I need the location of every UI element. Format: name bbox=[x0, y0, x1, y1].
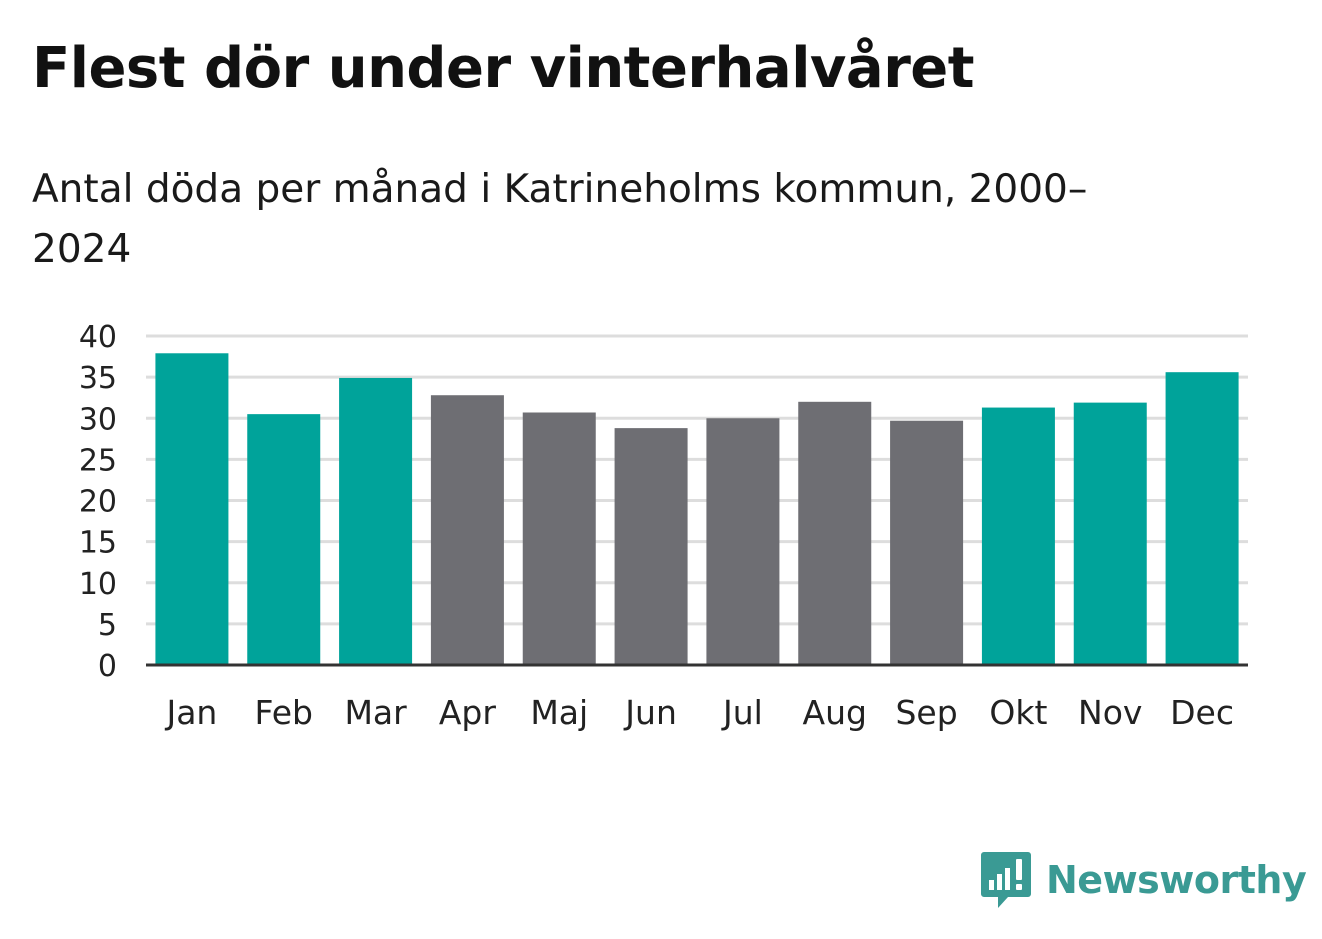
x-axis-labels: Jan Feb Mar Apr Maj Jun Jul Aug Sep Okt Nov Dec bbox=[164, 693, 1234, 732]
x-category-label: Apr bbox=[439, 693, 497, 732]
bar-mar bbox=[339, 377, 413, 665]
y-tick-label: 35 bbox=[79, 361, 117, 396]
x-category-label: Nov bbox=[1078, 693, 1142, 732]
y-axis-ticks: 0 5 10 15 20 25 30 35 40 bbox=[79, 320, 117, 684]
brand-logo: Newsworthy bbox=[980, 848, 1307, 912]
y-tick-label: 20 bbox=[79, 485, 117, 520]
bar-maj bbox=[522, 412, 596, 665]
bar-dec bbox=[1165, 372, 1239, 665]
bar-jun bbox=[614, 428, 688, 665]
x-category-label: Mar bbox=[344, 693, 407, 732]
x-category-label: Sep bbox=[895, 693, 957, 732]
newsworthy-logo-icon bbox=[981, 852, 1031, 908]
y-tick-label: 5 bbox=[98, 608, 117, 643]
bars bbox=[155, 353, 1239, 665]
gridlines bbox=[146, 334, 1248, 626]
x-category-label: Jun bbox=[623, 693, 677, 732]
x-category-label: Jan bbox=[164, 693, 217, 732]
bar-nov bbox=[1073, 402, 1147, 665]
bar-sep bbox=[890, 420, 964, 665]
bar-okt bbox=[981, 407, 1055, 665]
x-category-label: Dec bbox=[1170, 693, 1234, 732]
y-tick-label: 0 bbox=[98, 649, 117, 684]
x-category-label: Jul bbox=[721, 693, 763, 732]
bar-aug bbox=[798, 401, 872, 665]
y-tick-label: 30 bbox=[79, 402, 117, 437]
x-category-label: Maj bbox=[530, 693, 588, 732]
bar-jan bbox=[155, 353, 229, 665]
y-tick-label: 10 bbox=[79, 567, 117, 602]
x-category-label: Aug bbox=[803, 693, 867, 732]
y-tick-label: 15 bbox=[79, 526, 117, 561]
chart-subtitle: Antal döda per månad i Katrineholms komm… bbox=[32, 167, 1088, 272]
brand-name: Newsworthy bbox=[1046, 858, 1307, 902]
x-category-label: Feb bbox=[255, 693, 313, 732]
bar-jul bbox=[706, 418, 780, 665]
bar-apr bbox=[430, 395, 504, 665]
bar-feb bbox=[247, 414, 321, 665]
x-category-label: Okt bbox=[989, 693, 1047, 732]
y-tick-label: 40 bbox=[79, 320, 117, 355]
y-tick-label: 25 bbox=[79, 443, 117, 478]
chart-title: Flest dör under vinterhalvåret bbox=[32, 36, 975, 101]
